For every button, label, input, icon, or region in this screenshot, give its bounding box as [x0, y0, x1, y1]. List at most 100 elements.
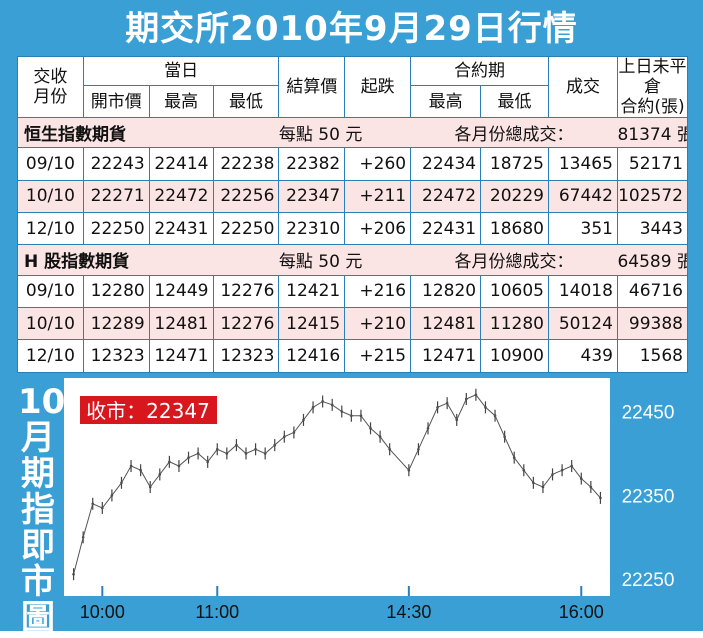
y-tick-label: 22350 — [622, 486, 675, 507]
x-tick-label: 16:00 — [559, 602, 604, 622]
header-volume: 成交 — [548, 56, 618, 118]
chart-title-char: 期 — [21, 454, 55, 494]
table-row: 12/10 12323 12471 12323 12416 +215 12471 10900 4… — [17, 339, 689, 373]
y-tick-label: 22250 — [622, 570, 675, 591]
point-value: 每點 50 元 — [278, 244, 411, 276]
cell-settle: 12415 — [278, 306, 346, 341]
cell-cp-low: 11280 — [480, 306, 550, 341]
table-row: 09/10 12280 12449 12276 12421 +216 12820 10605 1… — [17, 274, 689, 308]
section-name: 恒生指數期貨 — [16, 116, 279, 149]
total-volume-label: 各月份總成交： — [410, 116, 618, 149]
table-row: 10/10 22271 22472 22256 22347 +211 22472 20229 6… — [17, 179, 689, 213]
cell-month: 10/10 — [17, 179, 84, 213]
cell-settle: 22310 — [278, 211, 346, 246]
cell-volume: 13465 — [548, 147, 618, 181]
cell-low: 22256 — [212, 179, 280, 213]
header-period-high: 最高 — [410, 85, 482, 118]
cell-month: 12/10 — [17, 211, 84, 246]
chart-title-char: 指 — [21, 490, 55, 530]
x-tick-label: 10:00 — [80, 602, 125, 622]
price-line — [73, 394, 601, 575]
cell-oi: 46716 — [616, 274, 689, 308]
cell-month: 09/10 — [17, 274, 84, 308]
cell-high: 12471 — [148, 339, 214, 373]
header-contract: 交收 月份 — [17, 56, 84, 118]
chart-title-char: 圖 — [21, 598, 55, 638]
cell-month: 09/10 — [17, 147, 84, 181]
header-high: 最高 — [148, 85, 214, 118]
cell-settle: 12421 — [278, 274, 346, 308]
cell-change: +206 — [344, 211, 412, 246]
cell-cp-high: 22431 — [410, 211, 482, 246]
cell-settle: 22382 — [278, 147, 346, 181]
chart-vertical-title: 10 月期指即市圖 — [18, 382, 66, 638]
cell-low: 12276 — [212, 306, 280, 341]
cell-high: 22431 — [148, 211, 214, 246]
cell-low: 22238 — [212, 147, 280, 181]
total-volume: 81374 張 — [617, 116, 689, 149]
table-row: 10/10 12289 12481 12276 12415 +210 12481 11280 5… — [17, 306, 689, 341]
point-value: 每點 50 元 — [278, 116, 411, 149]
cell-change: +260 — [344, 147, 412, 181]
total-volume-label: 各月份總成交： — [410, 244, 618, 276]
chart-title-char: 月 — [21, 418, 55, 458]
header-settle: 結算價 — [278, 56, 346, 118]
cell-cp-high: 22472 — [410, 179, 482, 213]
table-row: 12/10 22250 22431 22250 22310 +206 22431 18680 3… — [17, 211, 689, 246]
cell-open: 12280 — [82, 274, 150, 308]
cell-cp-high: 22434 — [410, 147, 482, 181]
cell-month: 10/10 — [17, 306, 84, 341]
header-open-interest: 上日未平倉 合約(張) — [616, 56, 689, 118]
close-badge — [80, 396, 217, 424]
x-tick-label: 14:30 — [386, 602, 431, 622]
cell-volume: 67442 — [548, 179, 618, 213]
header-open: 開市價 — [82, 85, 150, 118]
section-name: H 股指數期貨 — [16, 244, 279, 276]
cell-settle: 12416 — [278, 339, 346, 373]
cell-oi: 52171 — [616, 147, 689, 181]
y-tick-label: 22450 — [622, 403, 675, 424]
cell-high: 12449 — [148, 274, 214, 308]
header-row-2: 開市價 最高 最低 最高 最低 — [18, 85, 688, 118]
cell-volume: 439 — [548, 339, 618, 373]
cell-oi: 102572 — [616, 179, 689, 213]
total-volume: 64589 張 — [617, 244, 689, 276]
chart-title-char: 市 — [21, 562, 55, 602]
cell-cp-high: 12471 — [410, 339, 482, 373]
cell-change: +211 — [344, 179, 412, 213]
cell-cp-low: 18725 — [480, 147, 550, 181]
section-header-row: 恒生指數期貨 每點 50 元各月份總成交： 81374 張 — [16, 116, 689, 149]
page-title: 期交所2010年9月29日行情 — [125, 9, 578, 49]
cell-oi: 99388 — [616, 306, 689, 341]
x-tick-label: 11:00 — [195, 602, 239, 622]
header-today: 當日 — [82, 55, 280, 87]
header-change: 起跌 — [344, 56, 412, 118]
cell-low: 12276 — [212, 274, 280, 308]
cell-cp-high: 12820 — [410, 274, 482, 308]
table-body: 恒生指數期貨 每點 50 元各月份總成交： 81374 張 09/10 22243 224… — [16, 116, 689, 373]
chart-title-char: 10 — [18, 382, 66, 422]
futures-table: 交收 月份 當日 結算價 起跌 合約期 成交 上日未平倉 合約(張) 開市價 最… — [16, 55, 689, 373]
cell-oi: 1568 — [616, 339, 689, 373]
cell-change: +215 — [344, 339, 412, 373]
cell-volume: 14018 — [548, 274, 618, 308]
cell-oi: 3443 — [616, 211, 689, 246]
header-period-low: 最低 — [480, 85, 550, 118]
table-row: 09/10 22243 22414 22238 22382 +260 22434 18725 1… — [17, 147, 689, 181]
cell-cp-high: 12481 — [410, 306, 482, 341]
cell-settle: 22347 — [278, 179, 346, 213]
section-header-row: H 股指數期貨 每點 50 元各月份總成交： 64589 張 — [16, 244, 689, 276]
cell-high: 22472 — [148, 179, 214, 213]
cell-cp-low: 10605 — [480, 274, 550, 308]
header-contract-period: 合約期 — [410, 55, 550, 87]
header-low: 最低 — [212, 85, 280, 118]
cell-change: +210 — [344, 306, 412, 341]
cell-open: 12323 — [82, 339, 150, 373]
header-row-1: 交收 月份 當日 結算價 起跌 合約期 成交 上日未平倉 合約(張) — [17, 55, 689, 118]
cell-high: 12481 — [148, 306, 214, 341]
cell-low: 12323 — [212, 339, 280, 373]
cell-open: 22271 — [82, 179, 150, 213]
chart-title-char: 即 — [21, 526, 55, 566]
cell-month: 12/10 — [17, 339, 84, 373]
